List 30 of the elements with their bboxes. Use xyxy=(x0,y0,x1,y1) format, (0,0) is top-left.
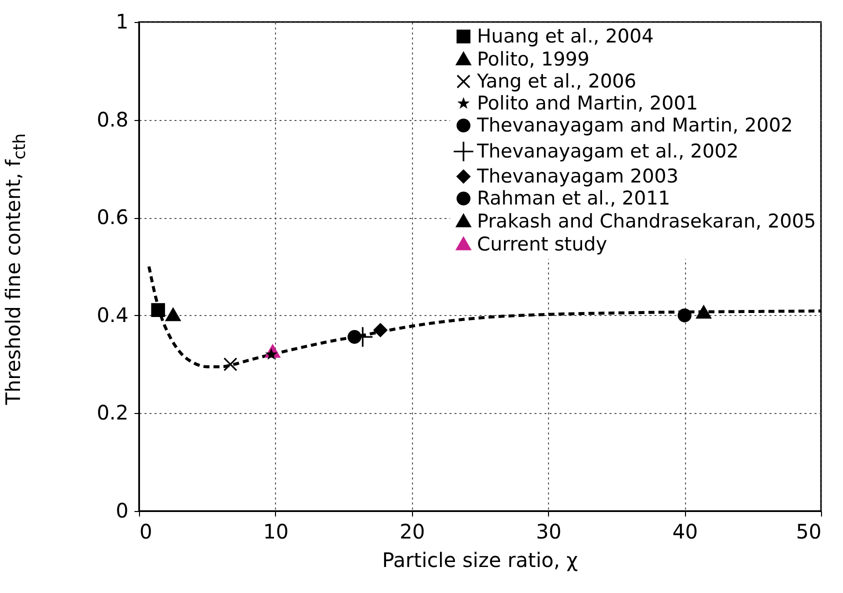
x-axis-title: Particle size ratio, χ xyxy=(381,548,579,572)
x-tick-label: 10 xyxy=(263,520,289,544)
x-tick-label: 40 xyxy=(672,520,698,544)
y-tick-label: 0.2 xyxy=(96,400,128,425)
point xyxy=(696,305,712,319)
legend-label: Prakash and Chandrasekaran, 2005 xyxy=(477,210,816,232)
y-tick-label: 1 xyxy=(116,10,128,34)
x-tick-label: 20 xyxy=(400,520,426,544)
point xyxy=(374,323,388,337)
legend-label: Current study xyxy=(477,234,608,256)
y-tick-label: 0.6 xyxy=(96,205,128,230)
point xyxy=(151,303,166,317)
x-tick-label: 0 xyxy=(140,520,152,544)
legend-label: Rahman et al., 2011 xyxy=(477,188,670,210)
x-tick-label: 50 xyxy=(796,520,822,544)
legend-label: Thevanayagam et al., 2002 xyxy=(476,140,739,162)
legend-label: Polito and Martin, 2001 xyxy=(477,92,698,114)
legend-label: Polito, 1999 xyxy=(477,48,590,70)
point xyxy=(348,330,362,344)
y-tick-label: 0.8 xyxy=(96,107,128,132)
point xyxy=(223,357,238,372)
y-tick-label: 0.4 xyxy=(96,302,128,327)
y-tick-label: 0 xyxy=(116,498,128,522)
point xyxy=(166,308,181,322)
x-tick-label: 30 xyxy=(536,520,562,544)
legend-label: Yang et al., 2006 xyxy=(476,70,636,92)
legend-label: Thevanayagam 2003 xyxy=(476,166,678,188)
legend-label: Huang et al., 2004 xyxy=(477,26,654,48)
point xyxy=(678,308,692,322)
legend-label: Thevanayagam and Martin, 2002 xyxy=(476,114,793,136)
